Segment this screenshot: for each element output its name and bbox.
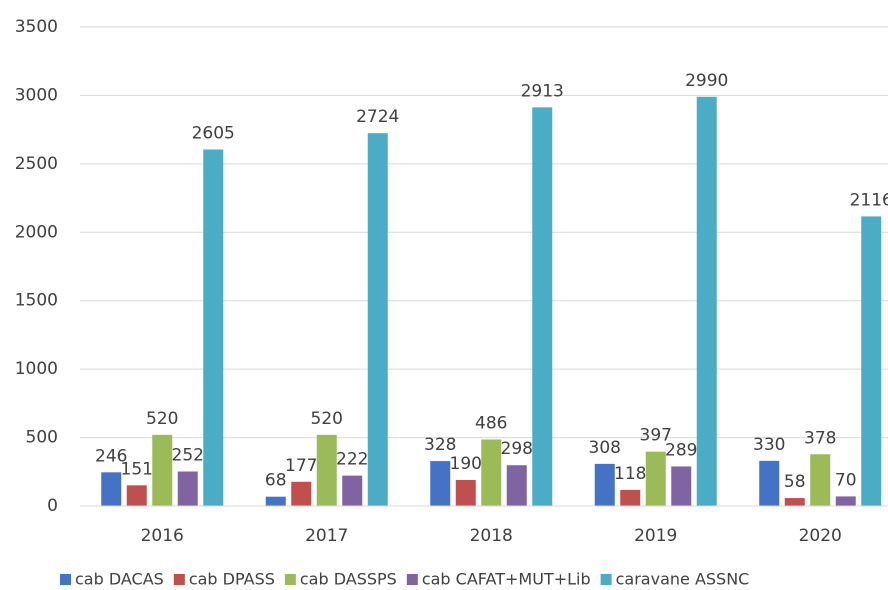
y-tick-label: 0 [47, 496, 58, 516]
data-label: 222 [336, 450, 368, 470]
legend-swatch [60, 574, 71, 585]
bar [152, 434, 173, 506]
data-label: 68 [265, 471, 287, 491]
y-tick-label: 1000 [15, 359, 58, 379]
bar [620, 489, 641, 506]
legend-label: cab DACAS [75, 570, 164, 589]
bar [810, 454, 831, 506]
bar [203, 149, 224, 507]
bar [835, 496, 856, 506]
bar [367, 133, 388, 506]
data-label: 520 [146, 409, 178, 429]
data-label: 397 [640, 426, 672, 446]
legend-label: caravane ASSNC [616, 570, 750, 589]
data-label: 308 [589, 438, 621, 458]
legend-label: cab DPASS [189, 570, 275, 589]
data-label: 330 [753, 435, 785, 455]
legend-swatch [406, 574, 418, 585]
data-label: 328 [424, 435, 456, 455]
legend-swatch [173, 574, 185, 585]
data-label: 246 [95, 446, 127, 466]
x-tick-label: 2018 [470, 526, 513, 546]
x-tick-label: 2020 [799, 526, 842, 546]
bar [696, 96, 717, 506]
data-label: 2724 [356, 107, 399, 127]
data-label: 58 [784, 472, 806, 492]
bar [291, 481, 312, 506]
legend-label: cab DASSPS [300, 570, 397, 589]
y-tick-label: 3000 [15, 85, 58, 105]
data-label: 520 [311, 409, 343, 429]
data-label: 486 [475, 413, 507, 433]
legend-label: cab CAFAT+MUT+Lib [422, 570, 591, 589]
bar [126, 485, 147, 506]
legend-swatch [600, 574, 612, 585]
data-label: 2913 [521, 81, 564, 101]
bar [101, 472, 122, 506]
bar [342, 475, 363, 506]
bar [532, 107, 553, 506]
data-label: 378 [804, 428, 836, 448]
y-tick-label: 1500 [15, 291, 58, 311]
data-label: 151 [121, 459, 153, 479]
x-tick-label: 2016 [141, 526, 184, 546]
y-tick-label: 2000 [15, 222, 58, 242]
bar [430, 461, 451, 506]
bar [316, 434, 337, 506]
y-tick-label: 3500 [15, 17, 58, 37]
data-label: 2990 [685, 71, 728, 91]
data-label: 298 [501, 439, 533, 459]
bar [481, 439, 502, 506]
x-tick-label: 2019 [634, 526, 677, 546]
x-tick-label: 2017 [305, 526, 348, 546]
data-label: 70 [835, 470, 857, 490]
legend-swatch [284, 574, 296, 585]
data-label: 252 [172, 446, 204, 466]
bar [455, 479, 476, 506]
data-label: 177 [285, 456, 317, 476]
bar [506, 465, 527, 506]
bar [594, 463, 615, 506]
bar [671, 466, 692, 506]
bar [177, 471, 198, 506]
bar [645, 451, 666, 506]
bar [861, 216, 882, 506]
bar [265, 496, 286, 506]
data-label: 118 [614, 464, 646, 484]
y-tick-label: 2500 [15, 154, 58, 174]
y-tick-label: 500 [26, 428, 58, 448]
data-label: 190 [450, 454, 482, 474]
data-label: 2605 [192, 123, 235, 143]
bar [759, 460, 780, 506]
data-label: 2116 [850, 190, 888, 210]
bar [784, 498, 805, 506]
data-label: 289 [665, 440, 697, 460]
